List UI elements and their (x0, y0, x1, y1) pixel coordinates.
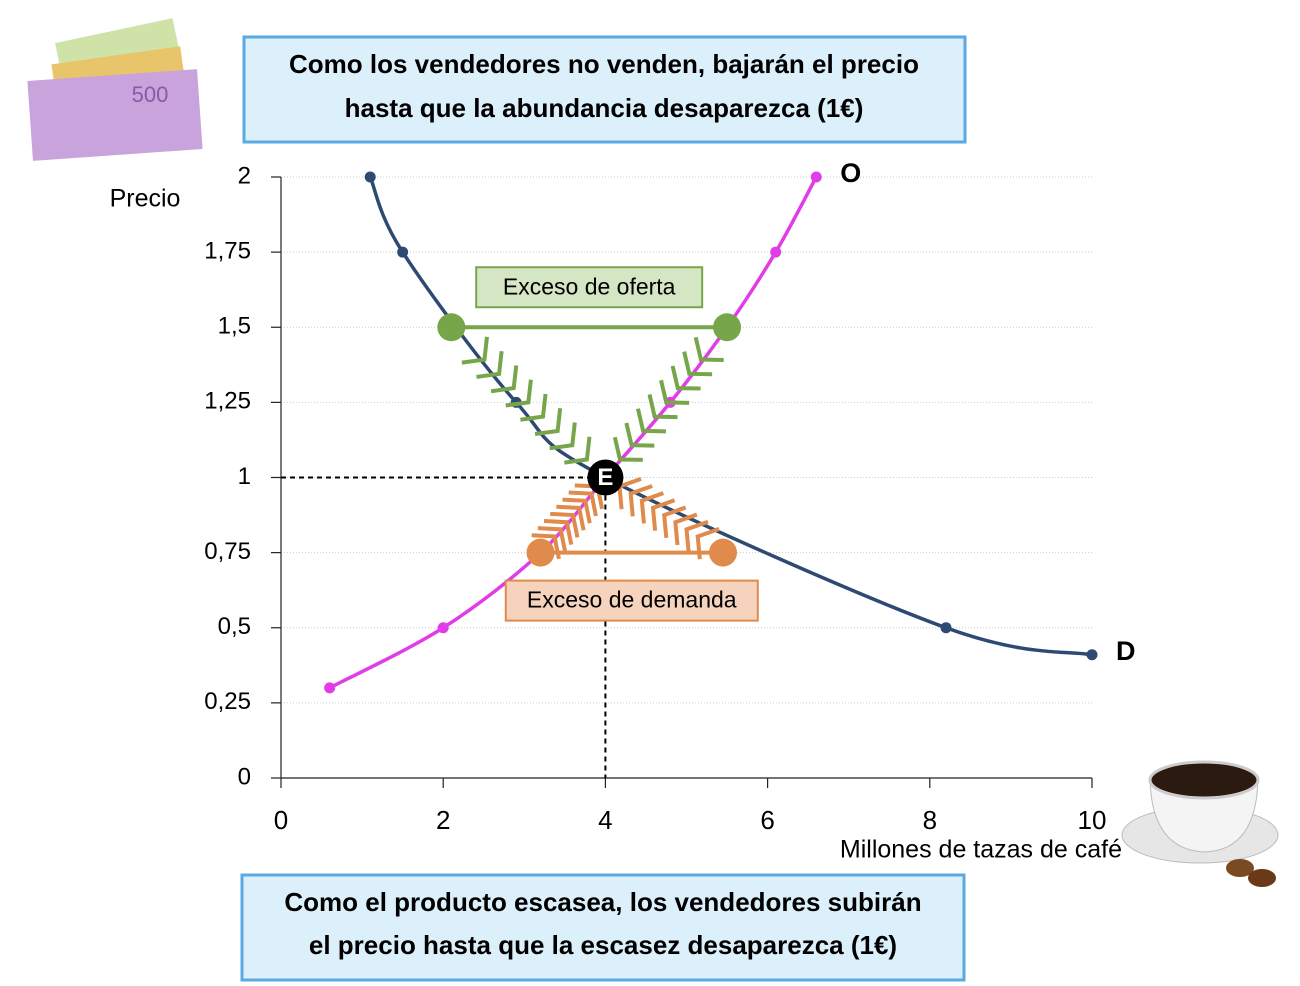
chevron (624, 422, 655, 448)
excess-point (437, 313, 466, 342)
y-tick-label: 1 (238, 463, 251, 490)
chevron (635, 408, 666, 434)
x-tick-label: 0 (274, 805, 288, 835)
x-axis-label: Millones de tazas de café (840, 836, 1122, 864)
y-tick-label: 0,5 (218, 613, 251, 640)
title-line: Como los vendedores no venden, bajarán e… (289, 49, 919, 79)
chevron (670, 365, 701, 391)
point (770, 246, 782, 258)
point (940, 622, 952, 634)
excess-point (708, 538, 737, 567)
chevron (659, 379, 690, 405)
money-icon: 500 (27, 18, 203, 161)
y-tick-label: 0,25 (204, 688, 251, 715)
point (1086, 649, 1098, 661)
footer-line: Como el producto escasea, los vendedores… (284, 887, 921, 917)
chevron (549, 422, 577, 451)
series-label: D (1116, 636, 1136, 666)
chevron (564, 436, 592, 465)
chevron (562, 497, 592, 524)
title-box (242, 35, 967, 144)
title-line: hasta que la abundancia desaparezca (1€) (345, 93, 864, 123)
chevron (650, 498, 676, 531)
equilibrium-point (587, 459, 624, 496)
chevron (505, 379, 533, 408)
chevron (550, 511, 580, 538)
chevron (476, 350, 504, 379)
chevron (682, 351, 713, 377)
y-tick-label: 0,75 (204, 538, 251, 565)
excess-label: Exceso de oferta (503, 273, 676, 299)
excess-point (526, 538, 555, 567)
label-box (504, 579, 759, 622)
chevron (568, 490, 598, 517)
y-axis-label: Precio (110, 185, 181, 213)
chevron (673, 512, 698, 546)
chevron (556, 504, 586, 531)
point (437, 622, 449, 634)
excess-label: Exceso de demanda (527, 587, 737, 613)
chevron (647, 393, 678, 420)
chevron (662, 505, 687, 538)
series-label: O (840, 158, 861, 188)
x-tick-label: 10 (1078, 805, 1107, 835)
y-tick-label: 0 (238, 763, 251, 790)
chevron (693, 336, 724, 362)
footer-line: el precio hasta que la escasez desaparez… (309, 930, 897, 960)
chevron (628, 484, 653, 517)
chevron (684, 519, 709, 553)
label-box (475, 266, 704, 309)
y-tick-label: 1,25 (204, 388, 251, 415)
coffee-icon (1121, 760, 1279, 887)
chevron (490, 365, 519, 394)
chevron (543, 519, 574, 545)
footer-box (240, 873, 966, 982)
chevron (537, 526, 568, 553)
chevron (520, 393, 548, 422)
equilibrium-label: E (597, 464, 613, 491)
x-tick-label: 6 (760, 805, 774, 835)
svg-text:500: 500 (132, 82, 169, 107)
chevron (639, 491, 665, 524)
y-tick-label: 1,5 (218, 313, 251, 340)
point (810, 171, 822, 183)
point (397, 246, 409, 258)
point (364, 171, 376, 183)
x-tick-label: 8 (923, 805, 937, 835)
chevron (461, 336, 489, 365)
point (324, 682, 336, 694)
y-tick-label: 2 (238, 162, 251, 189)
x-tick-label: 4 (598, 805, 612, 835)
chevron (612, 436, 643, 462)
excess-point (713, 313, 742, 342)
y-tick-label: 1,75 (204, 237, 251, 264)
chevron (534, 408, 563, 437)
x-tick-label: 2 (436, 805, 450, 835)
